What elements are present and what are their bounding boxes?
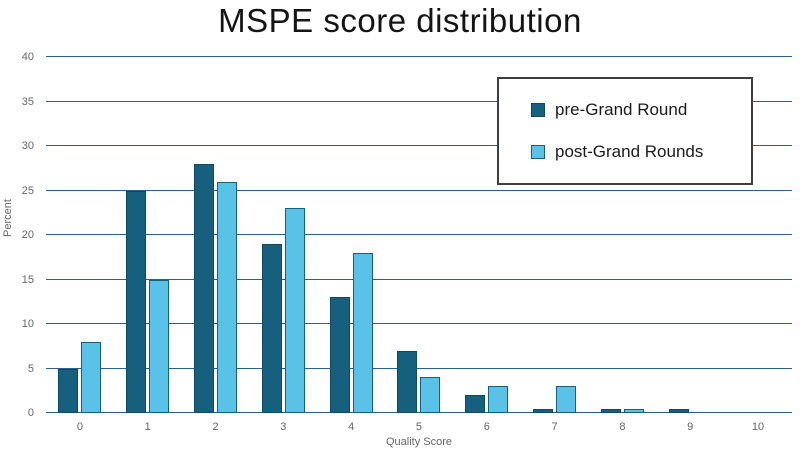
bar-pre [194,163,215,413]
legend-swatch-pre-icon [531,103,545,117]
gridline [46,323,792,324]
y-tick-label: 15 [21,273,34,286]
x-tick-label: 8 [619,421,626,433]
x-tick-label: 9 [687,421,694,433]
bar-group: 3 [249,57,317,433]
y-tick-label: 30 [21,140,34,152]
bar-pre [261,243,282,413]
bar-post [81,341,102,413]
bar-pre [465,395,486,413]
legend: pre-Grand Round post-Grand Rounds [497,77,753,185]
legend-item-pre: pre-Grand Round [531,100,743,120]
gridline [46,189,792,191]
bar-post [556,386,577,413]
gridline [46,100,792,102]
bar-post [352,252,373,413]
bar-pre [668,408,689,413]
y-tick-label: 25 [21,184,34,197]
x-axis-label: Quality Score [385,436,453,448]
bar-group: 4 [317,57,385,433]
x-tick-label: 7 [551,421,558,433]
bar-post [623,408,644,413]
gridline [46,56,792,57]
gridline [46,412,792,413]
gridline [46,234,792,235]
x-tick-label: 5 [415,421,423,433]
y-tick-label: 5 [27,362,34,375]
bar-pre [329,297,350,413]
bar-group: 0 [46,57,114,433]
bar-group: 10 [724,57,792,433]
x-tick-label: 3 [280,421,287,433]
legend-item-post: post-Grand Rounds [531,142,743,162]
bar-group: 7 [521,57,589,433]
y-tick-label: 0 [27,407,34,419]
plot-area: 0 1 2 3 4 5 6 7 8 9 10 [46,56,792,433]
bar-group: 1 [114,57,182,433]
bar-group: 6 [453,57,521,433]
bar-post [149,279,170,413]
bar-group: 9 [656,57,724,433]
legend-label-pre: pre-Grand Round [555,100,688,119]
bar-post [420,377,441,413]
gridline [46,145,792,146]
gridline [46,367,792,369]
bar-pre [58,368,79,413]
x-tick-label: 0 [76,421,83,433]
bar-post [488,386,509,413]
y-tick-label: 20 [21,229,34,241]
bar-pre [533,408,554,413]
bars-container: 0 1 2 3 4 5 6 7 8 9 10 [46,57,792,433]
legend-swatch-post-icon [531,145,545,159]
x-tick-label: 6 [483,421,490,433]
x-tick-label: 4 [348,421,355,433]
gridline [46,278,792,280]
chart-title: MSPE score distribution [218,2,582,39]
bar-group: 2 [182,57,250,433]
bar-pre [397,350,418,413]
bar-group: 5 [385,57,453,433]
bar-pre [600,408,621,413]
y-axis-ticks: 0 5 10 15 20 25 30 35 40 [0,51,42,419]
bar-post [217,181,238,413]
legend-label-post: post-Grand Rounds [555,142,704,161]
y-tick-label: 35 [21,95,34,108]
x-tick-label: 2 [212,421,219,433]
y-tick-label: 40 [21,51,34,63]
x-tick-label: 1 [144,421,151,433]
bar-post [284,208,305,413]
bar-group: 8 [589,57,657,433]
bar-pre [126,190,147,413]
y-tick-label: 10 [21,318,34,330]
x-tick-label: 10 [751,421,765,433]
